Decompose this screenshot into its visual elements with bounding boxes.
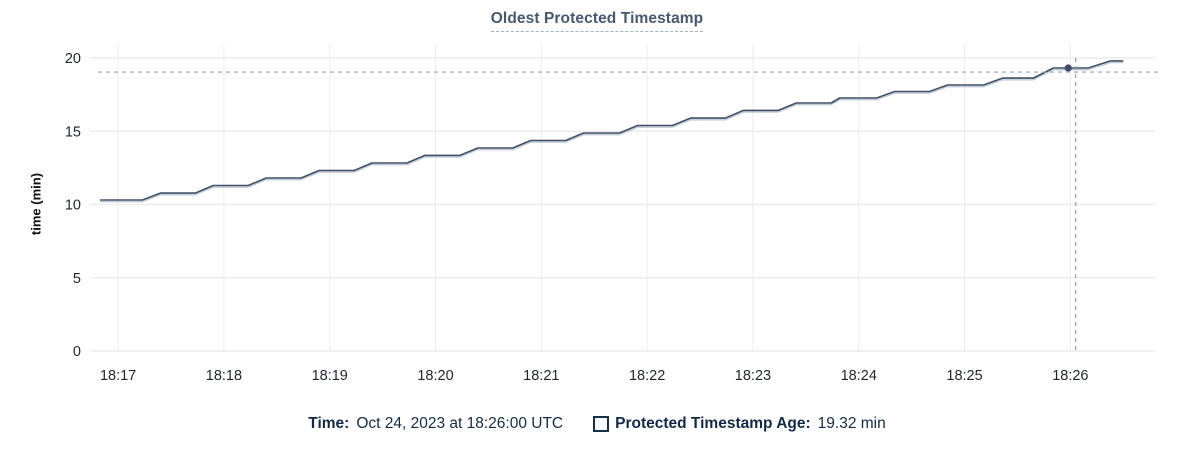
x-tick-label: 18:20 [417,368,453,384]
highlighted-data-point [1064,64,1072,72]
chart-title-row: Oldest Protected Timestamp [0,10,1194,32]
x-tick-label: 18:18 [206,368,242,384]
line-chart[interactable]: 18:17 18:18 18:19 18:20 18:21 18:22 18:23 18:24… [0,0,1194,410]
x-tick-label: 18:26 [1052,368,1088,384]
x-tick-label: 18:23 [735,368,771,384]
x-tick-label: 18:17 [100,368,136,384]
x-tick-label: 18:22 [629,368,665,384]
y-tick-label: 15 [65,124,81,140]
legend-checkbox-icon[interactable] [593,416,610,432]
series-line-halo [100,61,1124,203]
legend-item-protected-timestamp-age[interactable]: Protected Timestamp Age: 19.32 min [593,415,886,433]
x-tick-label: 18:19 [312,368,348,384]
x-tick-label: 18:24 [841,368,877,384]
series-line-protected-timestamp-age [100,60,1124,201]
y-tick-label: 5 [73,271,81,287]
tooltip-time: Time: Oct 24, 2023 at 18:26:00 UTC [308,415,563,433]
legend-series-label: Protected Timestamp Age: [615,415,811,432]
chart-title: Oldest Protected Timestamp [490,10,704,32]
tooltip-time-value: Oct 24, 2023 at 18:26:00 UTC [356,415,564,432]
y-tick-label: 10 [65,198,81,214]
legend-series-value: 19.32 min [817,415,886,432]
y-tick-label: 20 [65,51,81,67]
x-tick-label: 18:21 [523,368,559,384]
tooltip-time-label: Time: [308,415,350,432]
y-tick-label: 0 [73,344,81,360]
chart-tooltip-legend: Time: Oct 24, 2023 at 18:26:00 UTC Prote… [0,415,1194,433]
x-tick-label: 18:25 [946,368,982,384]
